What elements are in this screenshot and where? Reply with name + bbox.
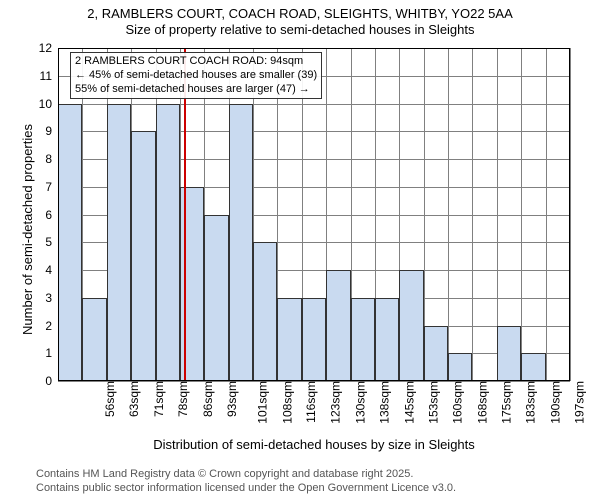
y-tick-label: 12	[39, 41, 58, 55]
y-tick-label: 5	[45, 235, 58, 249]
title-line2: Size of property relative to semi-detach…	[0, 22, 600, 38]
x-tick-label: 63sqm	[124, 381, 141, 417]
y-tick-label: 8	[45, 152, 58, 166]
x-tick-label: 190sqm	[546, 381, 563, 424]
x-tick-label: 123sqm	[326, 381, 343, 424]
y-tick-label: 7	[45, 180, 58, 194]
y-tick-label: 0	[45, 374, 58, 388]
annotation-line: 2 RAMBLERS COURT COACH ROAD: 94sqm	[75, 55, 317, 69]
gridline-vertical	[570, 48, 571, 381]
x-tick-label: 205sqm	[594, 381, 600, 424]
y-tick-label: 6	[45, 208, 58, 222]
annotation-box: 2 RAMBLERS COURT COACH ROAD: 94sqm← 45% …	[70, 52, 322, 99]
x-tick-label: 183sqm	[521, 381, 538, 424]
chart-title: 2, RAMBLERS COURT, COACH ROAD, SLEIGHTS,…	[0, 0, 600, 39]
x-tick-label: 153sqm	[424, 381, 441, 424]
footer-line1: Contains HM Land Registry data © Crown c…	[36, 468, 456, 482]
x-tick-label: 101sqm	[253, 381, 270, 424]
title-line1: 2, RAMBLERS COURT, COACH ROAD, SLEIGHTS,…	[0, 6, 600, 22]
x-tick-label: 86sqm	[198, 381, 215, 417]
y-axis-title: Number of semi-detached properties	[20, 124, 35, 335]
y-tick-label: 3	[45, 291, 58, 305]
y-tick-label: 10	[39, 97, 58, 111]
y-tick-label: 4	[45, 263, 58, 277]
x-tick-label: 78sqm	[173, 381, 190, 417]
x-tick-label: 116sqm	[301, 381, 318, 423]
x-tick-label: 160sqm	[448, 381, 465, 424]
x-axis-title: Distribution of semi-detached houses by …	[58, 437, 570, 452]
x-tick-label: 108sqm	[277, 381, 294, 424]
annotation-line: 55% of semi-detached houses are larger (…	[75, 83, 317, 97]
annotation-line: ← 45% of semi-detached houses are smalle…	[75, 69, 317, 83]
footer-line2: Contains public sector information licen…	[36, 482, 456, 496]
x-tick-label: 71sqm	[149, 381, 166, 417]
footer-attribution: Contains HM Land Registry data © Crown c…	[36, 468, 456, 496]
x-tick-label: 93sqm	[222, 381, 239, 417]
y-tick-label: 1	[45, 346, 58, 360]
x-tick-label: 56sqm	[100, 381, 117, 417]
x-tick-label: 145sqm	[399, 381, 416, 424]
x-tick-label: 130sqm	[351, 381, 368, 424]
x-tick-label: 168sqm	[472, 381, 489, 424]
x-tick-label: 175sqm	[497, 381, 514, 424]
y-tick-label: 9	[45, 124, 58, 138]
x-tick-label: 197sqm	[570, 381, 587, 424]
y-tick-label: 2	[45, 319, 58, 333]
y-tick-label: 11	[40, 69, 58, 83]
x-tick-label: 138sqm	[375, 381, 392, 424]
